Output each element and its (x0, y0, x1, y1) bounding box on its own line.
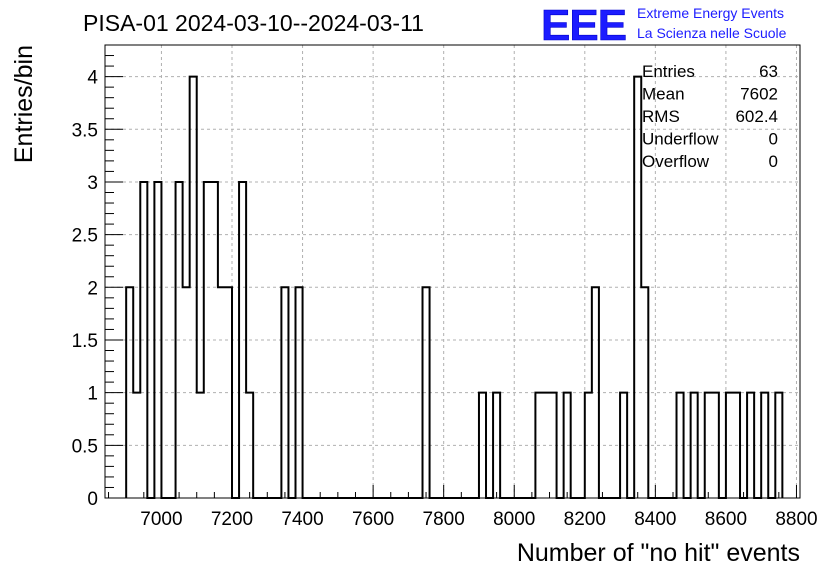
x-tick-label: 8200 (564, 509, 606, 530)
x-tick-label: 8600 (705, 509, 747, 530)
eee-logo: EEE (541, 1, 626, 50)
x-tick-label: 7000 (140, 509, 182, 530)
stat-label: Overflow (642, 152, 710, 171)
y-tick-label: 1 (87, 384, 98, 405)
stat-label: Entries (642, 62, 695, 81)
y-tick-label: 0.5 (72, 436, 98, 457)
stat-label: RMS (642, 107, 680, 126)
y-tick-label: 4 (87, 68, 98, 89)
stat-value: 602.4 (735, 107, 778, 126)
stat-value: 63 (759, 62, 778, 81)
y-tick-label: 2.5 (72, 226, 98, 247)
stat-label: Underflow (642, 130, 719, 149)
x-tick-label: 7200 (211, 509, 253, 530)
stat-value: 0 (769, 152, 778, 171)
logo-line-1: Extreme Energy Events (637, 5, 784, 21)
stat-value: 0 (769, 130, 778, 149)
y-tick-label: 0 (87, 489, 98, 510)
chart-title: PISA-01 2024-03-10--2024-03-11 (83, 10, 424, 36)
y-tick-label: 2 (87, 278, 98, 299)
x-tick-label: 7800 (423, 509, 465, 530)
logo-line-2: La Scienza nelle Scuole (637, 25, 787, 41)
grid (105, 45, 800, 498)
x-tick-label: 8400 (634, 509, 676, 530)
y-axis-title: Entries/bin (10, 45, 38, 163)
x-tick-label: 8800 (775, 509, 817, 530)
plot-frame (104, 44, 801, 499)
stats-box: Entries 63 Mean 7602 RMS 602.4 Underflow 0 Overf… (642, 62, 778, 171)
stat-value: 7602 (740, 85, 778, 104)
x-tick-label: 8000 (493, 509, 535, 530)
y-tick-label: 1.5 (72, 331, 98, 352)
y-tick-label: 3 (87, 173, 98, 194)
stat-label: Mean (642, 85, 685, 104)
axes: 7000 7200 7400 7600 7800 8000 8200 8400 8600 8800… (72, 55, 818, 530)
x-tick-label: 7400 (281, 509, 323, 530)
x-tick-label: 7600 (352, 509, 394, 530)
y-tick-label: 3.5 (72, 120, 98, 141)
x-axis-title: Number of "no hit" events (517, 539, 800, 567)
